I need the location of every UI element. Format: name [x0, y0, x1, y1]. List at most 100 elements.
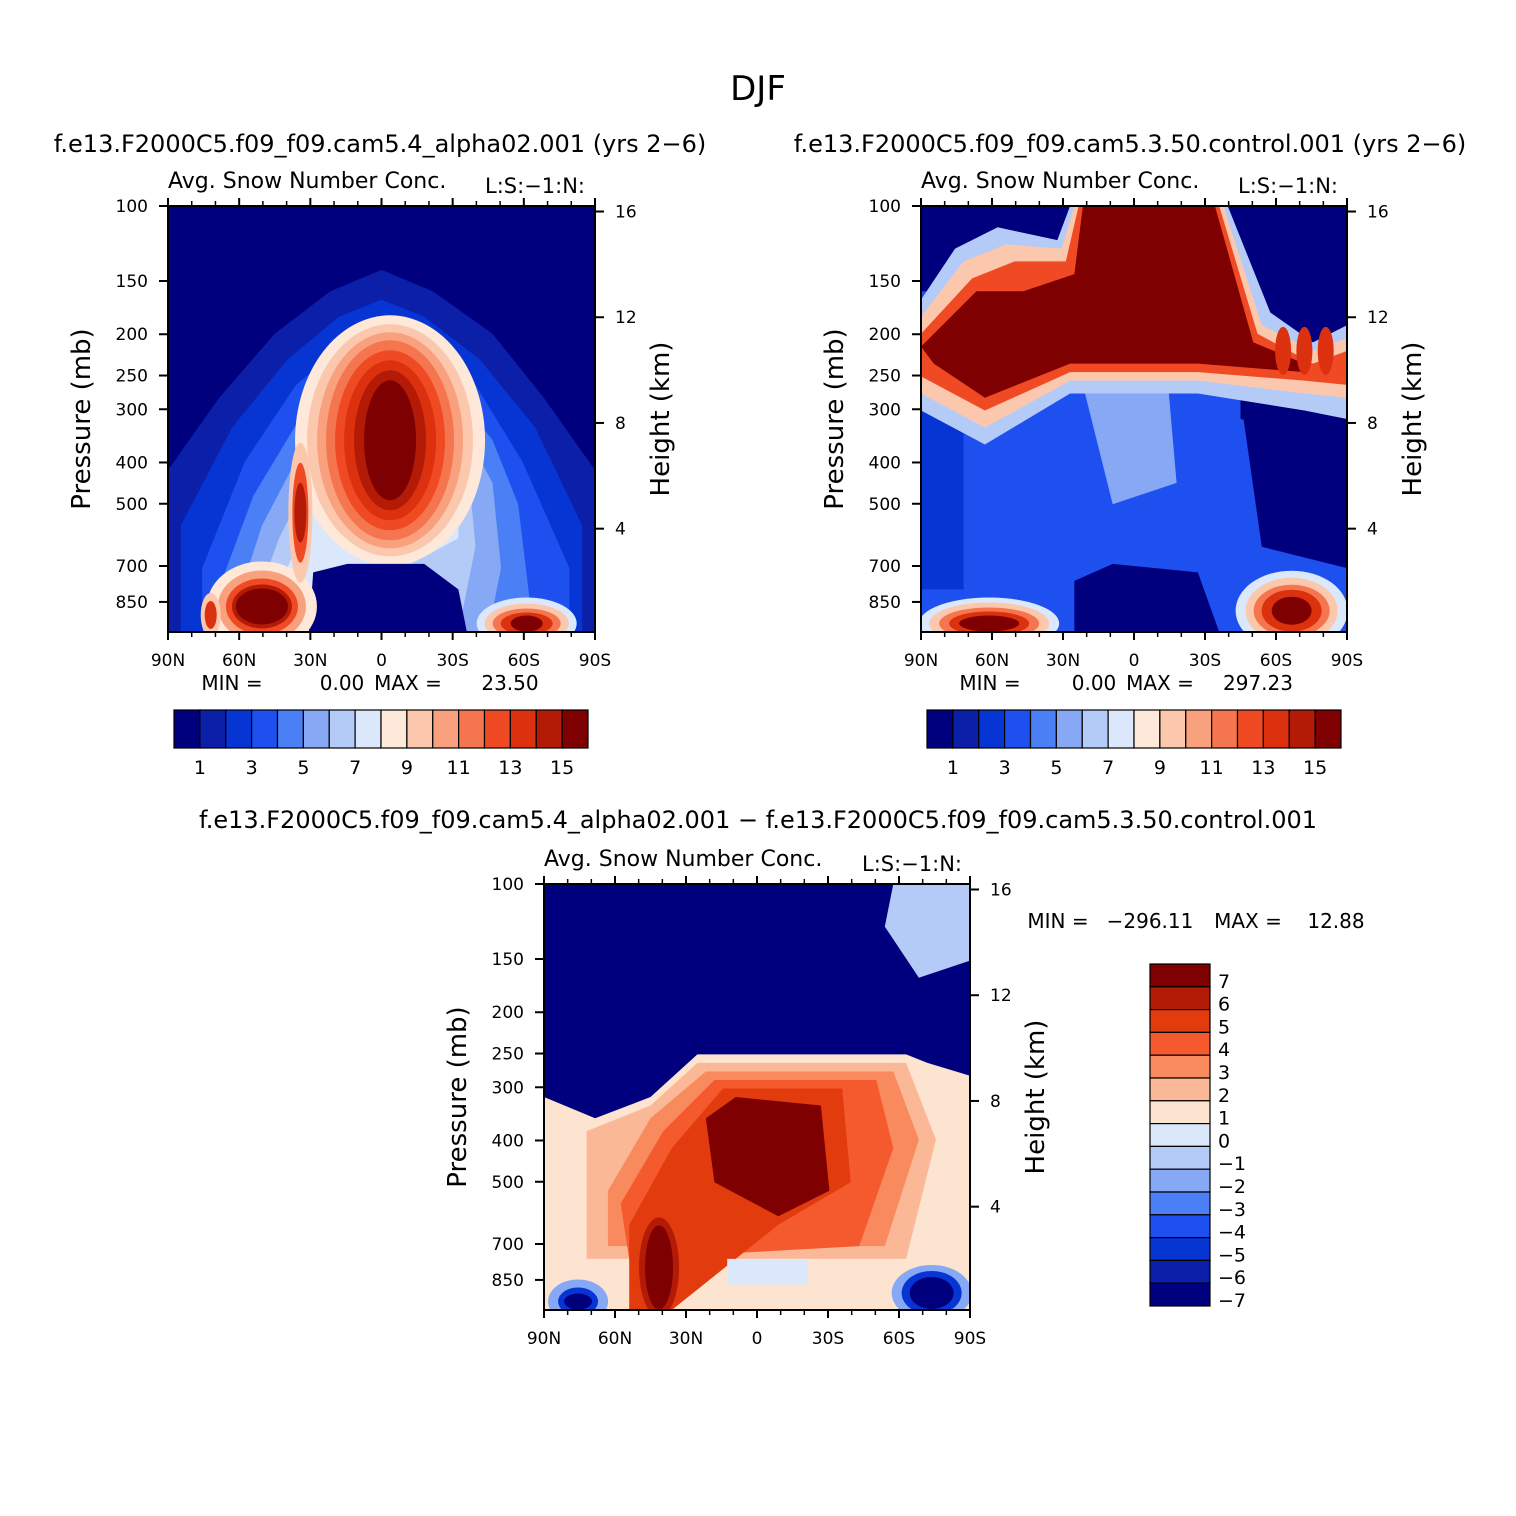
panel-case-label: f.e13.F2000C5.f09_f09.cam5.4_alpha02.001…	[54, 130, 707, 158]
colorbar-swatch	[1149, 1145, 1211, 1170]
colorbar-label: −7	[1218, 1290, 1246, 1312]
field-contour	[909, 1276, 954, 1309]
colorbar-swatch	[380, 709, 408, 749]
y-axis-label: Pressure (mb)	[443, 1006, 473, 1187]
colorbar-label: 9	[401, 757, 413, 779]
colorbar-label: 4	[1218, 1039, 1230, 1061]
colorbar-swatch	[1149, 986, 1211, 1011]
y-tick-label: 150	[492, 950, 524, 970]
colorbar-swatch	[1149, 1282, 1211, 1307]
colorbar-label: 9	[1154, 757, 1166, 779]
field-contour	[959, 615, 1020, 632]
y-right-axis-label: Height (km)	[1021, 1020, 1051, 1175]
y-tick-label: 100	[116, 197, 148, 217]
field-contour	[921, 397, 964, 590]
colorbar-swatch	[1055, 709, 1083, 749]
colorbar-label: 1	[947, 757, 959, 779]
colorbar-swatch	[1149, 963, 1211, 988]
colorbar-swatch	[509, 709, 537, 749]
colorbar-swatch	[1149, 1031, 1211, 1056]
colorbar-label: 6	[1218, 994, 1230, 1016]
colorbar-label: 0	[1218, 1130, 1230, 1152]
min-value: 0.00	[320, 671, 365, 695]
x-tick-label: 30N	[293, 651, 327, 671]
colorbar-label: −2	[1218, 1176, 1246, 1198]
field-contour	[921, 206, 1305, 398]
colorbar-label: −5	[1218, 1244, 1246, 1266]
field-contour	[544, 884, 970, 1119]
x-tick-label: 90N	[527, 1329, 561, 1349]
panel-case-label: f.e13.F2000C5.f09_f09.cam5.3.50.control.…	[794, 130, 1467, 158]
colorbar-swatch	[406, 709, 434, 749]
colorbar-swatch	[1149, 1191, 1211, 1216]
panel-title: Avg. Snow Number Conc.	[168, 169, 446, 194]
colorbar-swatch	[1159, 709, 1187, 749]
colorbar-swatch	[1149, 1054, 1211, 1079]
y-tick-label: 700	[492, 1235, 524, 1255]
field-contour	[564, 1293, 593, 1310]
colorbar-label: 7	[1218, 971, 1230, 993]
y-right-tick-label: 12	[1367, 308, 1389, 328]
colorbar-swatch	[1133, 709, 1161, 749]
panel-case-label: f.e13.F2000C5.f09_f09.cam5.4_alpha02.001…	[199, 806, 1317, 834]
x-tick-label: 30N	[1046, 651, 1080, 671]
y-tick-label: 100	[492, 875, 524, 895]
y-tick-label: 200	[869, 325, 901, 345]
x-tick-label: 90N	[904, 651, 938, 671]
y-tick-label: 400	[492, 1131, 524, 1151]
colorbar-swatch	[1149, 1077, 1211, 1102]
y-right-tick-label: 4	[1367, 520, 1378, 540]
y-tick-label: 200	[116, 325, 148, 345]
colorbar-label: 11	[447, 757, 471, 779]
colorbar-swatch	[328, 709, 356, 749]
colorbar-swatch	[199, 709, 227, 749]
colorbar-label: −4	[1218, 1222, 1246, 1244]
min-label: MIN =	[1027, 909, 1088, 933]
x-tick-label: 30S	[812, 1329, 844, 1349]
colorbar-swatch	[1149, 1168, 1211, 1193]
colorbar-label: 1	[194, 757, 206, 779]
y-right-tick-label: 16	[615, 203, 637, 223]
colorbar-swatch	[1029, 709, 1057, 749]
field-contour	[1296, 326, 1313, 375]
colorbar-swatch	[1081, 709, 1109, 749]
colorbar-label: −6	[1218, 1267, 1246, 1289]
x-tick-label: 90S	[954, 1329, 986, 1349]
field-contour	[705, 1097, 830, 1217]
colorbar-swatch	[535, 709, 563, 749]
colorbar-swatch	[1288, 709, 1316, 749]
field-contour	[727, 1258, 809, 1285]
colorbar-swatch	[1149, 1259, 1211, 1284]
y-tick-label: 300	[116, 400, 148, 420]
y-right-tick-label: 4	[615, 520, 626, 540]
colorbar-swatch	[483, 709, 511, 749]
y-tick-label: 400	[116, 453, 148, 473]
y-tick-label: 250	[116, 367, 148, 387]
x-tick-label: 60N	[222, 651, 256, 671]
y-tick-label: 700	[116, 557, 148, 577]
colorbar-label: 15	[1303, 757, 1327, 779]
colorbar-swatch	[1149, 1100, 1211, 1125]
panel-units: L:S:−1:N:	[1238, 174, 1338, 198]
min-value: 0.00	[1072, 671, 1117, 695]
y-right-tick-label: 8	[1367, 414, 1378, 434]
colorbar-swatch	[1149, 1236, 1211, 1261]
min-label: MIN =	[201, 671, 262, 695]
y-right-tick-label: 12	[615, 308, 637, 328]
colorbar-label: 1	[1218, 1108, 1230, 1130]
y-tick-label: 250	[492, 1045, 524, 1065]
y-tick-label: 850	[492, 1271, 524, 1291]
field-contour	[1240, 397, 1347, 569]
y-axis-label: Pressure (mb)	[820, 328, 850, 509]
panel-title: Avg. Snow Number Conc.	[544, 847, 822, 872]
y-tick-label: 850	[116, 593, 148, 613]
colorbar-swatch	[1236, 709, 1264, 749]
field-contour	[1271, 596, 1312, 625]
colorbar-swatch	[1004, 709, 1032, 749]
colorbar-swatch	[302, 709, 330, 749]
field-contour	[204, 600, 217, 629]
x-tick-label: 60S	[1260, 651, 1292, 671]
max-value: 23.50	[481, 671, 538, 695]
x-tick-label: 60N	[598, 1329, 632, 1349]
